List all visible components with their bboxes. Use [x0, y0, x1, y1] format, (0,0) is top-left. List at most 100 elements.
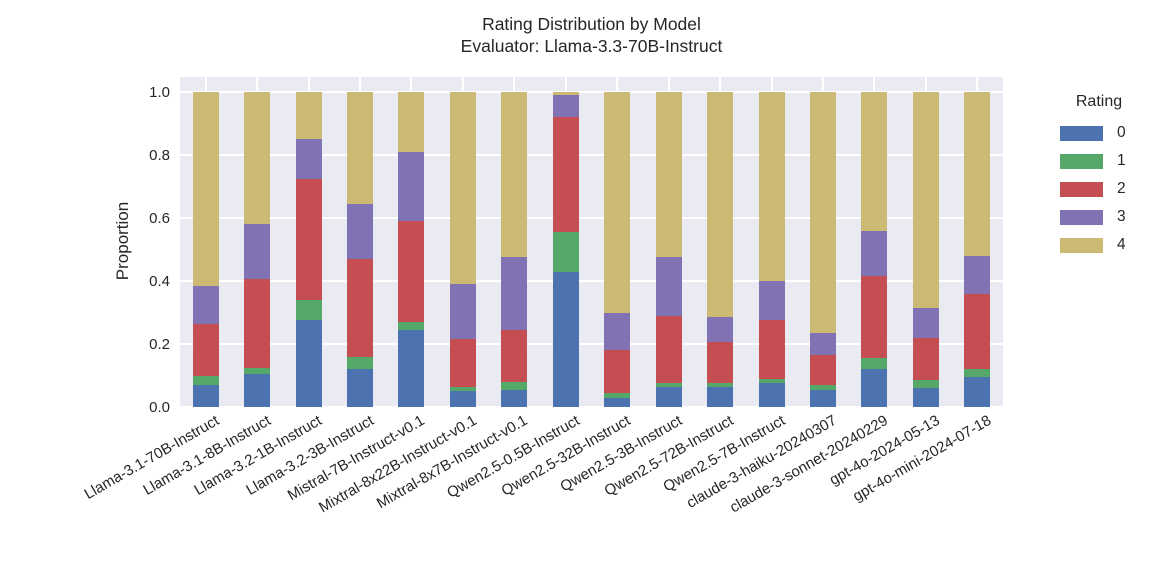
bar-segment-rating-4 [912, 92, 939, 308]
bar-segment-rating-1 [604, 392, 631, 398]
bar-segment-rating-0 [244, 373, 271, 407]
chart-title-line1: Rating Distribution by Model [482, 14, 701, 34]
bar-segment-rating-2 [758, 320, 785, 379]
bar-segment-rating-2 [964, 293, 991, 370]
legend-swatch-rating-3 [1060, 209, 1103, 225]
bar-segment-rating-3 [809, 332, 836, 356]
gridline-horizontal [180, 343, 1003, 345]
bar-segment-rating-1 [809, 384, 836, 390]
bar-segment-rating-2 [809, 355, 836, 385]
bar-segment-rating-3 [964, 255, 991, 294]
chart-title-line2: Evaluator: Llama-3.3-70B-Instruct [460, 36, 723, 56]
y-tick-label: 0.0 [149, 399, 170, 416]
bar-segment-rating-3 [861, 230, 888, 277]
gridline-horizontal [180, 280, 1003, 282]
bar-segment-rating-3 [398, 151, 425, 222]
bar-segment-rating-3 [501, 257, 528, 330]
legend-swatch-rating-1 [1060, 153, 1103, 169]
plot-area [180, 77, 1003, 408]
bar-segment-rating-0 [552, 271, 579, 407]
bar-segment-rating-0 [295, 320, 322, 407]
bar-segment-rating-1 [449, 386, 476, 392]
bar-segment-rating-3 [707, 317, 734, 343]
bar-segment-rating-3 [552, 95, 579, 118]
bar-segment-rating-2 [912, 337, 939, 381]
bar-segment-rating-0 [964, 377, 991, 407]
bar-segment-rating-0 [347, 369, 374, 407]
bar-segment-rating-2 [192, 323, 219, 376]
bar-segment-rating-3 [912, 307, 939, 338]
bar-segment-rating-0 [449, 391, 476, 407]
legend-entry-rating-3: 3 [1052, 203, 1160, 231]
y-tick-label: 0.4 [149, 273, 170, 290]
legend-swatch-rating-4 [1060, 237, 1103, 253]
legend-title: Rating [1075, 93, 1123, 110]
bar-segment-rating-2 [347, 258, 374, 357]
legend-entry-rating-2: 2 [1052, 175, 1160, 203]
bar-segment-rating-4 [861, 92, 888, 231]
bar-segment-rating-3 [295, 139, 322, 179]
legend-entry-rating-1: 1 [1052, 147, 1160, 175]
legend-label-rating-4: 4 [1117, 236, 1126, 253]
y-tick-label: 0.2 [149, 336, 170, 353]
bar-segment-rating-4 [758, 92, 785, 281]
bar-segment-rating-1 [244, 367, 271, 374]
bar-segment-rating-4 [192, 92, 219, 286]
bar-segment-rating-4 [347, 92, 374, 204]
bar-segment-rating-3 [449, 284, 476, 340]
bar-segment-rating-0 [501, 389, 528, 407]
bar-segment-rating-1 [552, 232, 579, 272]
bar-segment-rating-4 [552, 92, 579, 96]
bar-segment-rating-0 [861, 369, 888, 407]
bar-segment-rating-1 [758, 378, 785, 384]
bar-segment-rating-3 [655, 257, 682, 316]
bar-segment-rating-2 [655, 315, 682, 384]
bar-segment-rating-1 [398, 321, 425, 330]
bar-segment-rating-0 [707, 386, 734, 407]
chart-title: Rating Distribution by Model Evaluator: … [180, 13, 1003, 57]
bar-segment-rating-2 [707, 342, 734, 384]
legend-entries: 0 1 2 3 4 [1052, 119, 1160, 259]
legend: Rating 0 1 2 3 4 [1052, 93, 1160, 259]
bar-segment-rating-1 [347, 356, 374, 370]
bar-segment-rating-3 [192, 285, 219, 324]
bar-segment-rating-1 [964, 369, 991, 378]
bar-segment-rating-4 [244, 92, 271, 225]
bar-segment-rating-1 [861, 358, 888, 370]
bar-segment-rating-3 [347, 203, 374, 259]
bar-segment-rating-1 [295, 299, 322, 321]
bar-segment-rating-4 [449, 92, 476, 285]
bar-segment-rating-4 [707, 92, 734, 318]
legend-entry-rating-0: 0 [1052, 119, 1160, 147]
bar-segment-rating-2 [552, 117, 579, 233]
bar-segment-rating-2 [861, 276, 888, 359]
bar-segment-rating-2 [398, 221, 425, 322]
bar-segment-rating-2 [295, 178, 322, 300]
bar-segment-rating-4 [604, 92, 631, 313]
bar-segment-rating-0 [809, 389, 836, 407]
bar-segment-rating-1 [501, 381, 528, 390]
bar-segment-rating-1 [192, 375, 219, 385]
bar-segment-rating-0 [398, 329, 425, 407]
bar-segment-rating-2 [449, 339, 476, 387]
bar-segment-rating-0 [192, 384, 219, 407]
bar-segment-rating-3 [758, 281, 785, 321]
legend-label-rating-0: 0 [1117, 124, 1126, 141]
bar-segment-rating-1 [655, 383, 682, 387]
bar-segment-rating-2 [604, 350, 631, 393]
bar-segment-rating-3 [244, 224, 271, 280]
legend-label-rating-3: 3 [1117, 208, 1126, 225]
bar-segment-rating-4 [964, 92, 991, 256]
legend-label-rating-1: 1 [1117, 152, 1126, 169]
bar-segment-rating-1 [707, 383, 734, 387]
bar-segment-rating-4 [809, 92, 836, 333]
bar-segment-rating-3 [604, 312, 631, 351]
gridline-horizontal [180, 217, 1003, 219]
legend-swatch-rating-2 [1060, 181, 1103, 197]
legend-label-rating-2: 2 [1117, 180, 1126, 197]
legend-entry-rating-4: 4 [1052, 231, 1160, 259]
y-tick-label: 0.8 [149, 147, 170, 164]
bar-segment-rating-2 [501, 329, 528, 382]
y-tick-label: 1.0 [149, 84, 170, 101]
bar-segment-rating-0 [604, 397, 631, 407]
